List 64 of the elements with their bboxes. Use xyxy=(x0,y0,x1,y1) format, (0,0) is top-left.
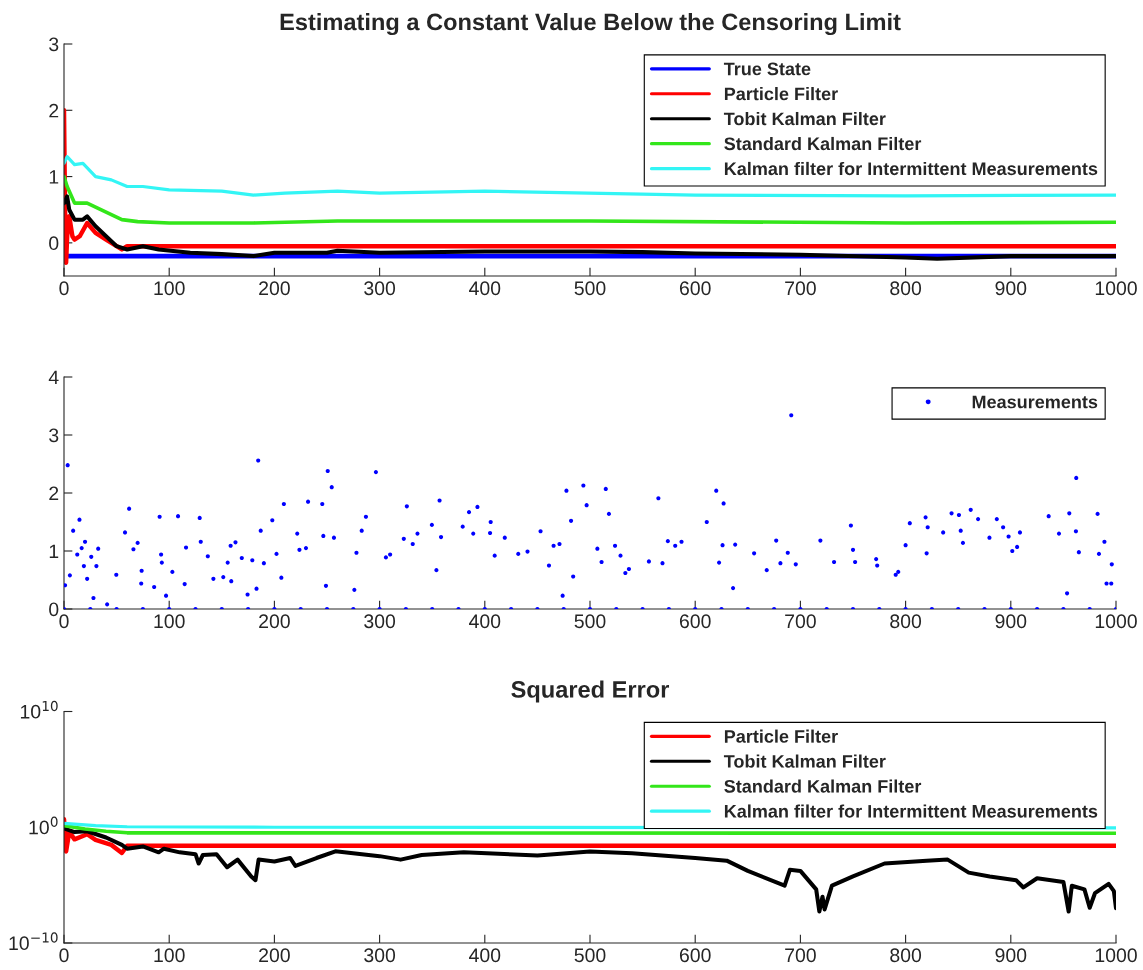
x-tick-label: 700 xyxy=(785,281,816,296)
x-tick-label: 800 xyxy=(890,948,922,963)
line-series xyxy=(64,155,1116,198)
y-tick-label: 3 xyxy=(49,428,59,443)
line-series xyxy=(64,826,1116,914)
line-series xyxy=(64,823,1116,836)
x-tick-label: 500 xyxy=(574,948,606,963)
legend-label: Standard Kalman Filter xyxy=(724,136,922,151)
legend-label: Particle Filter xyxy=(724,87,838,101)
x-tick-label: 900 xyxy=(995,948,1027,963)
y-tick-label: 0 xyxy=(49,236,59,251)
y-tick-label: 10$^{−10}$ xyxy=(9,932,58,951)
legend-label: Tobit Kalman Filter xyxy=(723,754,886,768)
x-tick-label: 100 xyxy=(154,948,185,963)
x-tick-label: 300 xyxy=(364,614,396,629)
legend-label: Kalman filter for Intermittent Measurements xyxy=(724,804,1098,818)
legend-label: Measurements xyxy=(972,395,1098,409)
y-tick-label: 1 xyxy=(49,544,59,559)
y-tick-label: 3 xyxy=(49,37,59,52)
y-tick-label: 2 xyxy=(49,103,59,118)
x-tick-label: 1000 xyxy=(1095,281,1137,296)
x-tick-label: 600 xyxy=(679,281,711,296)
x-tick-label: 500 xyxy=(574,614,606,629)
x-tick-label: 1000 xyxy=(1095,948,1137,963)
line-series xyxy=(64,194,1116,261)
x-tick-label: 900 xyxy=(995,281,1027,296)
x-tick-label: 800 xyxy=(890,281,922,296)
line-series xyxy=(64,108,1116,265)
x-tick-label: 0 xyxy=(59,614,69,629)
x-tick-label: 700 xyxy=(785,948,816,963)
legend-label: Kalman filter for Intermittent Measurements xyxy=(724,161,1098,176)
x-tick-label: 900 xyxy=(995,614,1027,629)
x-tick-label: 300 xyxy=(364,948,396,963)
x-tick-label: 0 xyxy=(59,948,69,963)
x-tick-label: 200 xyxy=(259,281,290,296)
y-tick-label: 4 xyxy=(48,370,59,385)
y-tick-label: 2 xyxy=(49,486,59,501)
x-tick-label: 400 xyxy=(469,614,501,629)
x-tick-label: 500 xyxy=(574,281,606,296)
chart-title: Estimating a Constant Value Below the Censoring Limit xyxy=(280,13,901,36)
x-tick-label: 600 xyxy=(679,614,711,629)
x-tick-label: 800 xyxy=(890,614,922,629)
line-series xyxy=(64,174,1116,225)
line-series xyxy=(64,816,1116,856)
x-tick-label: 700 xyxy=(785,614,816,629)
x-tick-label: 600 xyxy=(679,948,711,963)
x-tick-label: 200 xyxy=(259,948,290,963)
x-tick-label: 300 xyxy=(364,281,396,296)
legend-label: True State xyxy=(723,62,811,76)
x-tick-label: 400 xyxy=(469,281,501,296)
chart-title: Squared Error xyxy=(511,680,670,703)
x-tick-label: 400 xyxy=(469,948,501,963)
x-tick-label: 1000 xyxy=(1095,614,1137,629)
legend-label: Standard Kalman Filter xyxy=(724,779,922,793)
x-tick-label: 100 xyxy=(154,281,185,296)
y-tick-label: 1 xyxy=(49,170,59,184)
x-tick-label: 200 xyxy=(259,614,290,629)
y-tick-label: 0 xyxy=(49,602,59,617)
y-tick-label: 10$^{10}$ xyxy=(20,700,58,719)
legend-label: Tobit Kalman Filter xyxy=(723,111,886,126)
x-tick-label: 0 xyxy=(59,281,69,296)
legend-label: Particle Filter xyxy=(724,729,838,743)
x-tick-label: 100 xyxy=(154,614,185,629)
y-tick-label: 10$^{0}$ xyxy=(29,816,58,835)
